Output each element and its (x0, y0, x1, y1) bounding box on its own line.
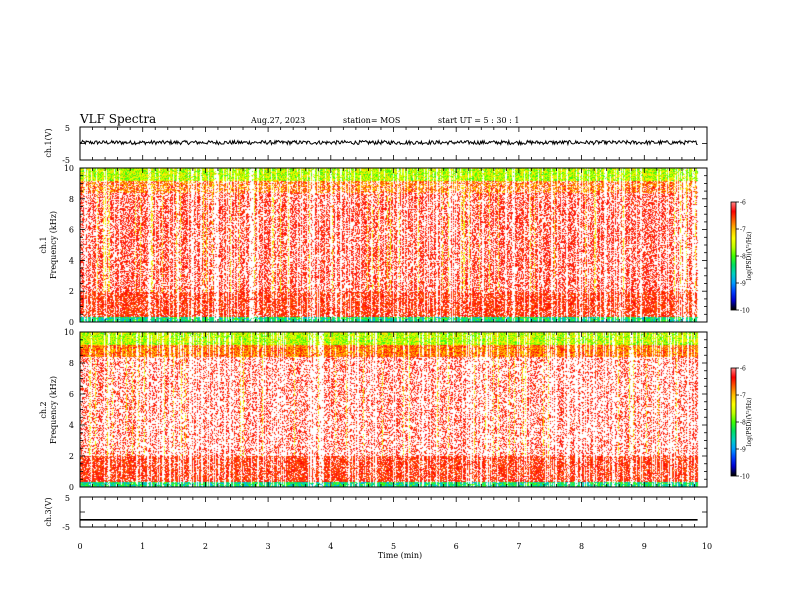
x-tick-label: 5 (391, 542, 396, 551)
colorbar-tick-label: -6 (740, 200, 746, 207)
y-tick-label: 0 (69, 318, 74, 327)
ch1-spectrogram-image (80, 168, 707, 322)
y-tick-label: -5 (62, 523, 70, 532)
y-tick-label: 4 (69, 421, 74, 430)
y-tick-label: 4 (69, 256, 74, 265)
y-tick-label: 8 (69, 195, 74, 204)
colorbar-tick-label: -6 (740, 366, 746, 373)
y-tick-label: 2 (69, 287, 74, 296)
ch2-colorbar-label: log(PSD)(V²/Hz) (746, 398, 753, 447)
x-tick-label: 3 (266, 542, 271, 551)
y-tick-label: 2 (69, 452, 74, 461)
station-label: station= MOS (343, 116, 400, 125)
ch2-colorbar (731, 368, 736, 476)
x-tick-label: 8 (579, 542, 584, 551)
ch2-spec-ylabel-line1: ch.2 (39, 401, 48, 418)
y-tick-label: 5 (65, 124, 70, 133)
y-tick-label: 10 (64, 328, 74, 337)
y-tick-label: 6 (69, 390, 74, 399)
ch2-spec-ylabel-line2: Frequency (kHz) (49, 376, 58, 444)
date-label: Aug.27, 2023 (250, 116, 305, 125)
x-tick-label: 10 (702, 542, 712, 551)
colorbar-tick-label: -7 (740, 393, 746, 400)
tick-labels: 0 1 2 3 4 5 6 7 8 9 105-55-502468100246810-6-7-8-9… (62, 124, 750, 551)
colorbar-tick-label: -9 (740, 281, 746, 288)
ch2-spectrogram-image (80, 332, 707, 487)
colorbar-tick-label: -10 (740, 474, 750, 481)
y-tick-label: 6 (69, 226, 74, 235)
ch1-spec-ylabel-line2: Frequency (kHz) (49, 211, 58, 279)
colorbar-tick-label: -10 (740, 308, 750, 315)
x-tick-label: 6 (454, 542, 459, 551)
ch1-colorbar (731, 202, 736, 310)
y-tick-label: 8 (69, 359, 74, 368)
x-tick-label: 0 (77, 542, 82, 551)
x-tick-label: 9 (642, 542, 647, 551)
y-tick-label: 0 (69, 483, 74, 492)
start-ut-label: start UT = 5 : 30 : 1 (438, 116, 519, 125)
x-tick-label: 4 (328, 542, 333, 551)
figure-title: VLF Spectra (79, 112, 156, 126)
ch1-ylabel: ch.1(V) (44, 128, 53, 157)
ch1-colorbar-label: log(PSD)(V²/Hz) (746, 232, 753, 281)
x-tick-label: 7 (516, 542, 521, 551)
y-tick-label: 5 (65, 494, 70, 503)
ch1-waveform-line (79, 138, 698, 147)
colorbar-tick-label: -8 (740, 420, 746, 427)
x-axis-label: Time (min) (378, 551, 422, 560)
y-tick-label: -5 (62, 156, 70, 165)
x-tick-label: 2 (203, 542, 208, 551)
ch3-ylabel: ch.3(V) (44, 497, 53, 526)
colorbar-tick-label: -7 (740, 227, 746, 234)
panel-frames (79, 126, 739, 528)
ch1-spec-ylabel-line1: ch.1 (39, 236, 48, 253)
y-tick-label: 10 (64, 164, 74, 173)
colorbar-tick-label: -8 (740, 254, 746, 261)
x-tick-label: 1 (140, 542, 145, 551)
colorbar-tick-label: -9 (740, 447, 746, 454)
